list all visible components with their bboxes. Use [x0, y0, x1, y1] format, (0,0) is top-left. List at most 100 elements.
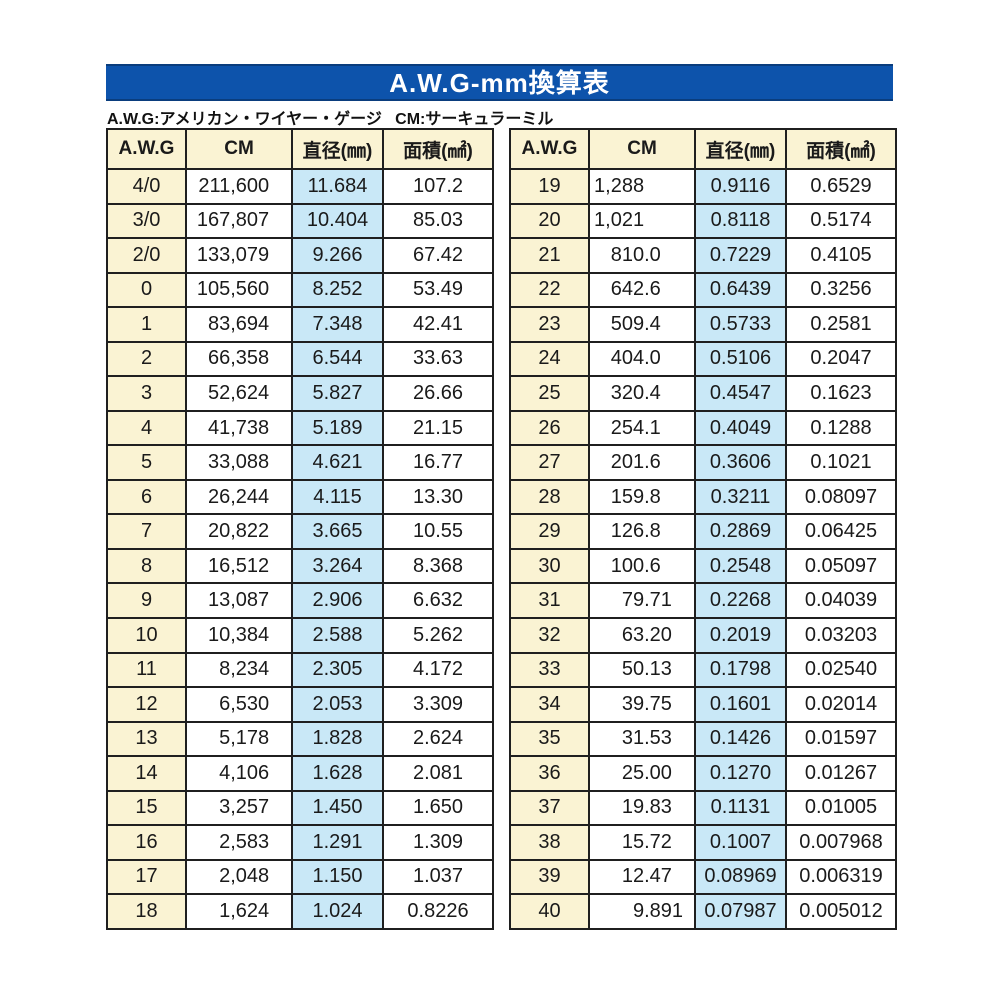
cm-fraction-part	[269, 313, 290, 336]
cm-integer-part: 15	[621, 830, 645, 853]
table-row: 18 1,624 1.024 0.8226	[106, 893, 494, 930]
table-row: 27 201.6 0.3606 0.1021	[509, 444, 897, 481]
area-cell: 0.3256	[785, 271, 897, 309]
diameter-cell: 3.264	[291, 547, 384, 585]
cm-fraction-part	[269, 589, 290, 612]
awg-cell: 2	[106, 340, 187, 378]
awg-cell: 19	[509, 168, 590, 205]
cm-cell: 83,694	[185, 306, 293, 343]
awg-cell: 39	[509, 858, 590, 896]
cm-fraction-part: .20	[644, 623, 672, 646]
cm-fraction-part: .8	[644, 485, 661, 508]
cm-fraction-part	[269, 278, 290, 301]
awg-cell: 27	[509, 444, 590, 481]
area-cell: 0.2047	[785, 340, 897, 378]
cm-cell: 10,384	[185, 616, 293, 654]
cm-fraction-part	[269, 347, 290, 370]
area-cell: 3.309	[382, 686, 494, 723]
cm-cell: 26,244	[185, 478, 293, 516]
cm-fraction-part: .1	[644, 416, 661, 439]
cm-integer-part: 12	[621, 865, 645, 888]
cm-cell: 2,583	[185, 824, 293, 861]
diameter-cell: 0.8118	[694, 202, 787, 240]
table-row: 4/0 211,600 11.684 107.2	[106, 168, 494, 205]
cm-fraction-part	[269, 658, 290, 681]
cm-fraction-part	[644, 209, 693, 232]
cm-cell: 4,106	[185, 755, 293, 792]
table-row: 36 25.00 0.1270 0.01267	[509, 755, 897, 792]
cm-fraction-part: .0	[644, 347, 661, 370]
cm-integer-part: 167,807	[196, 209, 270, 232]
cm-integer-part: 1,624	[219, 900, 270, 923]
table-row: 2/0 133,079 9.266 67.42	[106, 237, 494, 274]
diameter-cell: 9.266	[291, 237, 384, 274]
cm-fraction-part: .83	[644, 796, 672, 819]
cm-cell: 211,600	[185, 168, 293, 205]
table-row: 2 66,358 6.544 33.63	[106, 340, 494, 378]
cm-integer-part: 19	[621, 796, 645, 819]
table-row: 5 33,088 4.621 16.77	[106, 444, 494, 481]
cm-fraction-part: .13	[644, 658, 672, 681]
awg-cell: 9	[106, 582, 187, 619]
table-row: 10 10,384 2.588 5.262	[106, 616, 494, 654]
area-cell: 0.06425	[785, 513, 897, 550]
cm-fraction-part: .4	[644, 312, 661, 335]
diameter-cell: 5.827	[291, 375, 384, 412]
diameter-cell: 0.1270	[694, 755, 787, 792]
diameter-cell: 1.291	[291, 824, 384, 861]
awg-cell: 32	[509, 616, 590, 654]
cm-fraction-part: .75	[644, 692, 672, 715]
cm-integer-part: 39	[621, 692, 645, 715]
cm-integer-part: 16,512	[207, 554, 270, 577]
table-row: 40 9.891 0.07987 0.005012	[509, 893, 897, 930]
table-row: 14 4,106 1.628 2.081	[106, 755, 494, 792]
table-row: 6 26,244 4.115 13.30	[106, 478, 494, 516]
cm-integer-part: 63	[621, 623, 645, 646]
awg-cell: 25	[509, 375, 590, 412]
cm-integer-part: 3,257	[219, 796, 270, 819]
area-cell: 0.08097	[785, 478, 897, 516]
awg-cell: 5	[106, 444, 187, 481]
cm-fraction-part	[269, 900, 290, 923]
awg-cell: 35	[509, 720, 590, 758]
area-cell: 0.1021	[785, 444, 897, 481]
column-header-awg: A.W.G	[509, 127, 590, 171]
cm-cell: 63.20	[588, 616, 696, 654]
area-cell: 16.77	[382, 444, 494, 481]
diameter-cell: 0.5733	[694, 306, 787, 343]
diameter-cell: 0.1798	[694, 651, 787, 689]
cm-cell: 159.8	[588, 478, 696, 516]
table-row: 1 83,694 7.348 42.41	[106, 306, 494, 343]
diameter-cell: 0.5106	[694, 340, 787, 378]
cm-fraction-part: .8	[644, 520, 661, 543]
awg-cell: 0	[106, 271, 187, 309]
column-header-area: 面積(㎟)	[382, 127, 494, 171]
awg-cell: 38	[509, 824, 590, 861]
diameter-cell: 0.2869	[694, 513, 787, 550]
cm-fraction-part	[644, 175, 693, 198]
cm-fraction-part	[269, 451, 290, 474]
area-cell: 0.01267	[785, 755, 897, 792]
area-cell: 42.41	[382, 306, 494, 343]
column-header-area: 面積(㎟)	[785, 127, 897, 171]
cm-fraction-part	[269, 727, 290, 750]
table-row: 17 2,048 1.150 1.037	[106, 858, 494, 896]
cm-cell: 12.47	[588, 858, 696, 896]
area-cell: 1.309	[382, 824, 494, 861]
cm-cell: 509.4	[588, 306, 696, 343]
table-row: 3/0 167,807 10.404 85.03	[106, 202, 494, 240]
diameter-cell: 1.024	[291, 893, 384, 930]
awg-cell: 40	[509, 893, 590, 930]
cm-cell: 33,088	[185, 444, 293, 481]
awg-cell: 26	[509, 409, 590, 447]
cm-cell: 66,358	[185, 340, 293, 378]
table-row: 7 20,822 3.665 10.55	[106, 513, 494, 550]
cm-fraction-part	[269, 417, 290, 440]
cm-fraction-part: .71	[644, 589, 672, 612]
cm-cell: 9.891	[588, 893, 696, 930]
area-cell: 26.66	[382, 375, 494, 412]
cm-cell: 642.6	[588, 271, 696, 309]
cm-integer-part: 5,178	[219, 727, 270, 750]
diameter-cell: 6.544	[291, 340, 384, 378]
table-row: 19 1,288 0.9116 0.6529	[509, 168, 897, 205]
